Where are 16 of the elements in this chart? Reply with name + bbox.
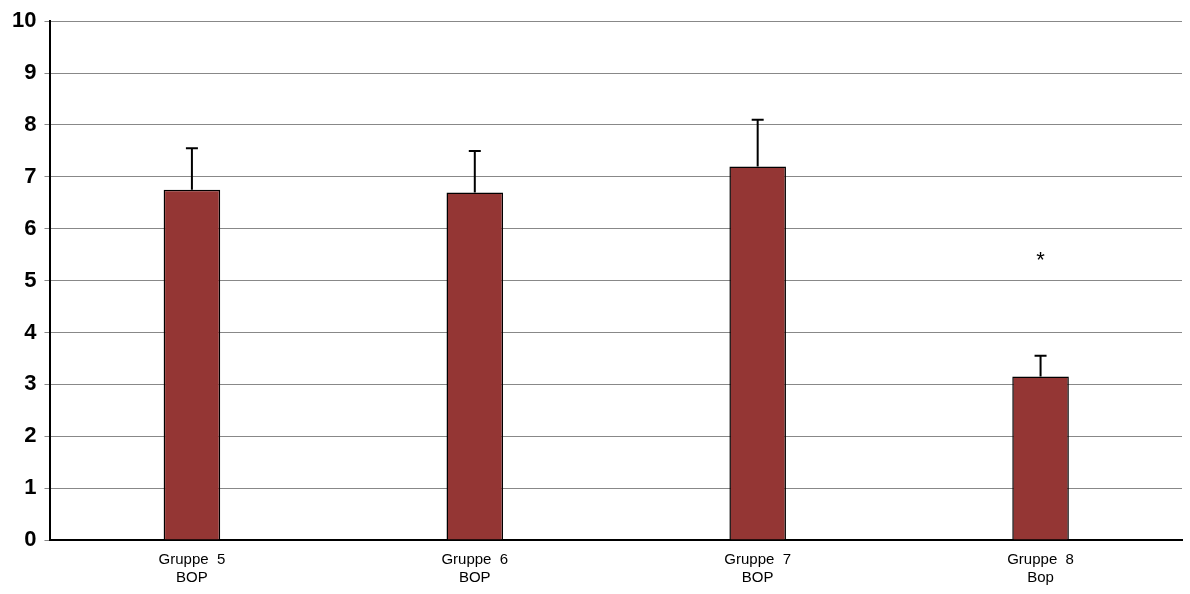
y-tick-label: 7 <box>24 162 37 188</box>
y-tick-label: 3 <box>24 370 37 396</box>
y-tick-label: 2 <box>24 422 37 448</box>
annotation: * <box>1036 246 1046 272</box>
y-tick-label: 4 <box>24 318 38 344</box>
y-tick-label: 6 <box>24 214 37 240</box>
y-tick-label: 8 <box>24 111 37 137</box>
x-tick-label: Gruppe 7 BOP <box>724 550 792 586</box>
y-tick-label: 9 <box>24 59 37 85</box>
x-tick-label: Gruppe 5 BOP <box>158 550 226 586</box>
y-tick-label: 10 <box>11 7 37 33</box>
y-tick-label: 5 <box>24 266 37 292</box>
y-tick-label: 0 <box>24 526 37 552</box>
x-tick-label: Gruppe 8 Bop <box>1007 550 1074 586</box>
y-tick-label: 1 <box>24 474 37 500</box>
x-tick-label: Gruppe 6 BOP <box>441 550 509 586</box>
